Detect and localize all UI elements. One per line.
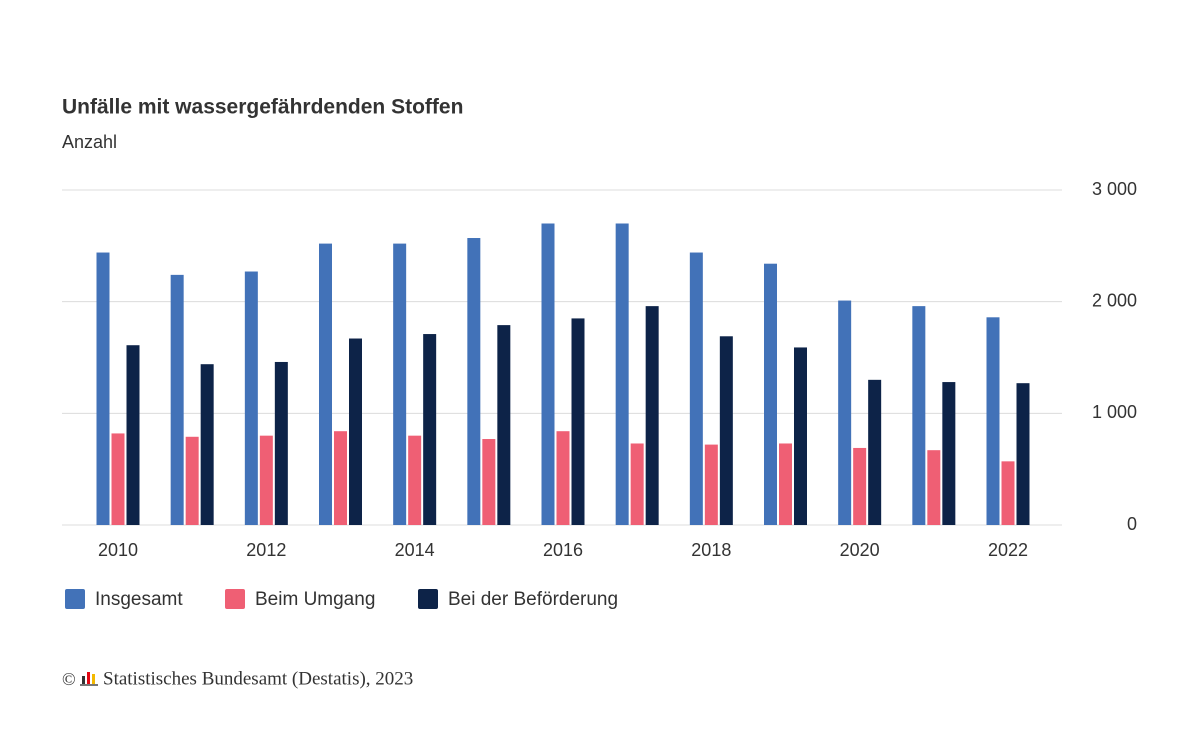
y-tick-label: 3 000 xyxy=(1092,179,1137,199)
chart-title: Unfälle mit wassergefährdenden Stoffen xyxy=(62,96,463,119)
bar xyxy=(497,325,511,525)
legend-swatch xyxy=(65,589,85,609)
legend-swatch xyxy=(418,589,438,609)
bar xyxy=(467,238,481,525)
bar xyxy=(423,334,437,525)
x-tick-label: 2018 xyxy=(691,540,731,560)
bar xyxy=(244,271,258,525)
bar xyxy=(868,379,882,525)
bar xyxy=(349,338,362,525)
bar xyxy=(259,435,273,525)
bar xyxy=(319,243,332,525)
bar xyxy=(986,317,1000,525)
bar xyxy=(274,361,288,525)
bar xyxy=(482,439,496,525)
bar xyxy=(1016,383,1030,525)
bar xyxy=(96,252,110,526)
bar xyxy=(719,336,733,525)
bar xyxy=(942,382,956,525)
x-tick-label: 2014 xyxy=(395,540,435,560)
legend-swatch xyxy=(225,589,245,609)
bar xyxy=(111,433,125,525)
chart-subtitle: Anzahl xyxy=(62,132,117,152)
bar xyxy=(200,364,214,525)
y-tick-label: 1 000 xyxy=(1092,402,1137,422)
bar xyxy=(1001,461,1015,525)
bar xyxy=(912,306,926,525)
source-symbol: © xyxy=(62,669,76,689)
bar xyxy=(630,443,644,525)
x-tick-label: 2020 xyxy=(840,540,880,560)
bar xyxy=(393,243,407,525)
x-tick-label: 2022 xyxy=(988,540,1028,560)
bar xyxy=(704,444,718,525)
bar xyxy=(185,436,199,525)
legend-label: Beim Umgang xyxy=(255,589,375,610)
bar xyxy=(838,300,852,525)
bar xyxy=(541,223,555,525)
bar xyxy=(645,306,659,525)
bar xyxy=(779,443,792,525)
bar xyxy=(571,318,585,525)
bar xyxy=(853,447,867,525)
bar xyxy=(689,252,703,526)
bar xyxy=(794,347,807,525)
y-tick-label: 2 000 xyxy=(1092,290,1137,310)
bar xyxy=(170,274,184,525)
x-tick-label: 2012 xyxy=(246,540,286,560)
legend-label: Insgesamt xyxy=(95,589,183,610)
x-tick-label: 2010 xyxy=(98,540,138,560)
bar xyxy=(764,263,777,525)
bar xyxy=(126,345,140,525)
y-tick-label: 0 xyxy=(1127,514,1137,534)
bar xyxy=(927,450,941,525)
bar xyxy=(334,431,347,525)
source-text: Statistisches Bundesamt (Destatis), 2023 xyxy=(103,668,413,689)
x-tick-label: 2016 xyxy=(543,540,583,560)
bar xyxy=(556,431,570,525)
legend-label: Bei der Beförderung xyxy=(448,589,618,610)
source-logo xyxy=(80,672,98,686)
bar xyxy=(408,435,422,525)
bar xyxy=(615,223,629,525)
